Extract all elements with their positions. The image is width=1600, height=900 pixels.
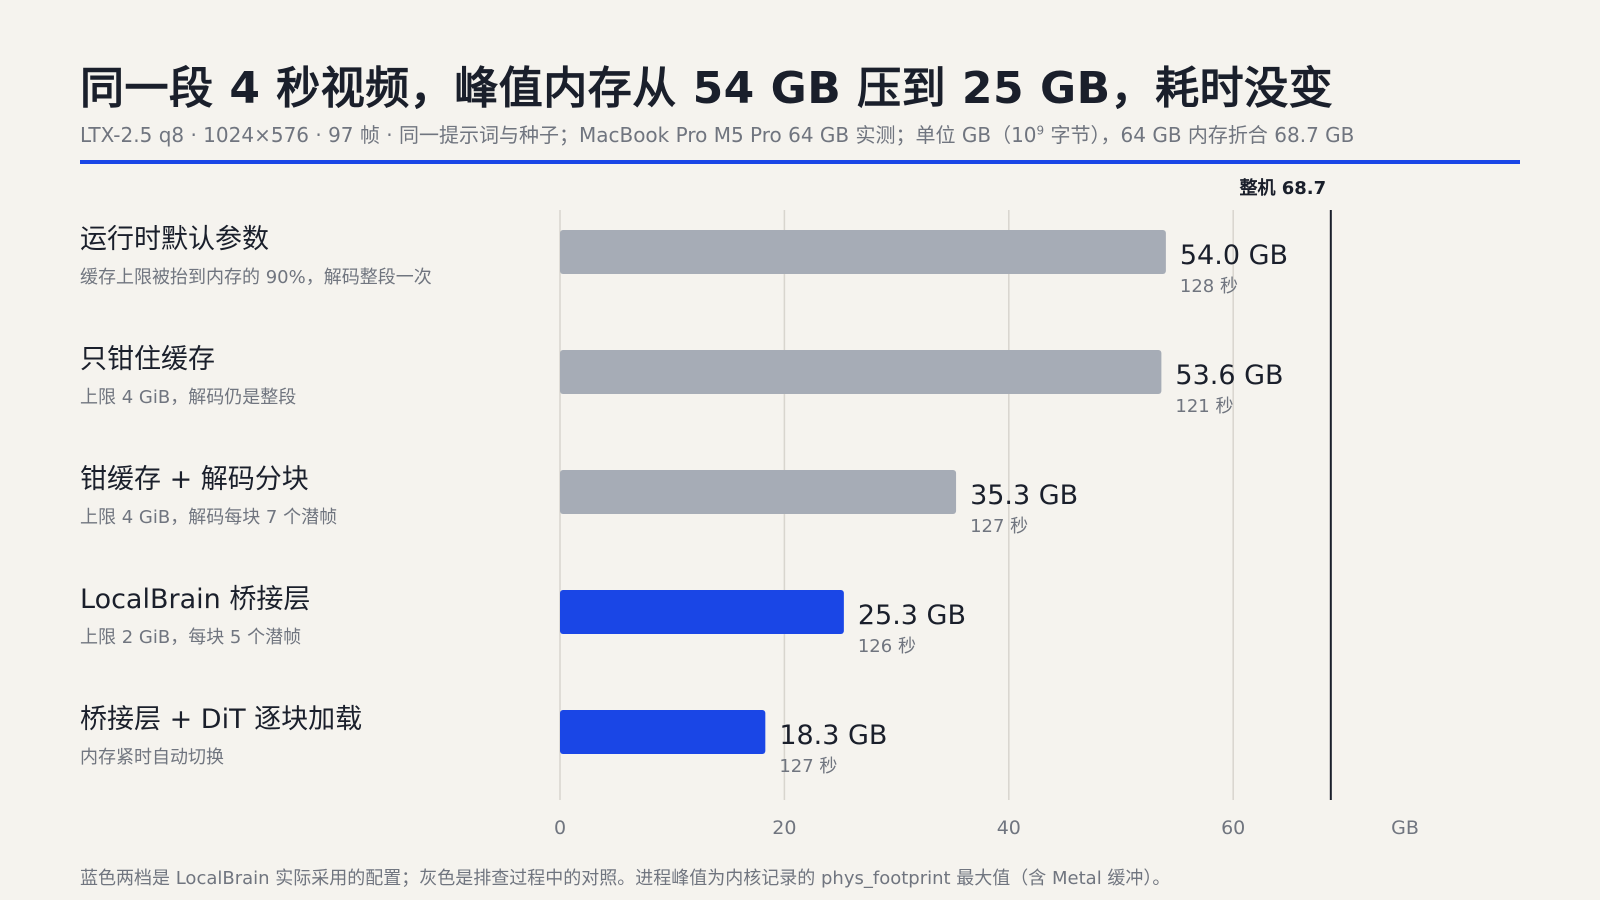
category-label: 桥接层 + DiT 逐块加载: [80, 704, 362, 735]
category-label: 钳缓存 + 解码分块: [80, 464, 309, 495]
reference-line-label: 整机 68.7: [1238, 177, 1326, 199]
category-label: LocalBrain 桥接层: [80, 584, 310, 615]
bar: [560, 350, 1162, 394]
time-label: 127 秒: [779, 756, 837, 777]
time-label: 126 秒: [858, 636, 916, 657]
chart-title: 同一段 4 秒视频，峰值内存从 54 GB 压到 25 GB，耗时没变: [80, 63, 1334, 114]
x-tick-label: 60: [1221, 817, 1245, 839]
footnote: 蓝色两档是 LocalBrain 实际采用的配置；灰色是排查过程中的对照。进程峰…: [80, 868, 1171, 889]
data-label: 18.3 GB: [779, 720, 887, 751]
category-description: 缓存上限被抬到内存的 90%，解码整段一次: [80, 267, 432, 288]
data-label: 54.0 GB: [1180, 240, 1288, 271]
bar: [560, 230, 1166, 274]
subtitle-tail-text: 字节），64 GB 内存折合 68.7 GB: [1044, 123, 1355, 147]
x-tick-label: 20: [772, 817, 796, 839]
chart-subtitle: LTX-2.5 q8 · 1024×576 · 97 帧 · 同一提示词与种子；…: [80, 119, 1354, 148]
time-label: 128 秒: [1180, 276, 1238, 297]
subtitle-exponent: 9: [1036, 123, 1045, 138]
time-label: 127 秒: [970, 516, 1028, 537]
category-label: 只钳住缓存: [80, 344, 215, 375]
bar: [560, 710, 766, 754]
x-tick-label: 40: [997, 817, 1021, 839]
title-rule: [80, 160, 1520, 164]
data-label: 53.6 GB: [1175, 360, 1283, 391]
bar: [560, 470, 957, 514]
x-axis-unit-label: GB: [1391, 817, 1419, 839]
time-label: 121 秒: [1175, 396, 1233, 417]
data-label: 25.3 GB: [858, 600, 966, 631]
category-description: 内存紧时自动切换: [80, 747, 224, 768]
category-description: 上限 2 GiB，每块 5 个潜帧: [80, 627, 301, 648]
category-label: 运行时默认参数: [80, 224, 269, 255]
category-description: 上限 4 GiB，解码仍是整段: [80, 387, 296, 408]
data-label: 35.3 GB: [970, 480, 1078, 511]
bar: [560, 590, 844, 634]
subtitle-main-text: LTX-2.5 q8 · 1024×576 · 97 帧 · 同一提示词与种子；…: [80, 123, 1037, 147]
category-description: 上限 4 GiB，解码每块 7 个潜帧: [80, 507, 337, 528]
x-tick-label: 0: [554, 817, 566, 839]
